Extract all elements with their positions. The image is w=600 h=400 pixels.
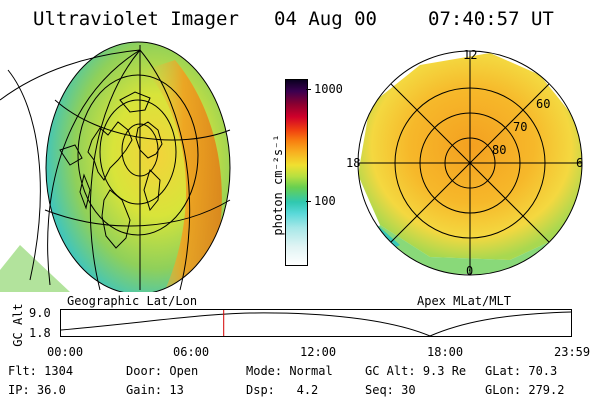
info-ip: IP: 36.0 xyxy=(8,383,66,397)
colorbar-unit-label: photon cm⁻²s⁻¹ xyxy=(271,134,285,236)
info-flt: Flt: 1304 xyxy=(8,364,74,378)
time-tick-1800: 18:00 xyxy=(427,345,464,359)
info-mode: Mode: Normal xyxy=(246,364,333,378)
mlt-label-6: 6 xyxy=(576,156,584,170)
colorbar-tick-100: 100 xyxy=(314,194,336,208)
mlt-label-12: 12 xyxy=(463,48,478,62)
geographic-image xyxy=(0,41,231,292)
mlat-mlt-grid xyxy=(357,50,583,276)
altitude-curve xyxy=(60,311,572,337)
right-panel-caption: Apex MLat/MLT xyxy=(417,294,511,308)
apex-polar-image xyxy=(357,50,583,276)
auroral-oval-emission xyxy=(358,53,582,260)
instrument-title: Ultraviolet Imager xyxy=(33,8,239,30)
info-seq: Seq: 30 xyxy=(365,383,416,397)
mlt-label-0: 0 xyxy=(466,264,474,278)
info-gc-alt: GC Alt: 9.3 Re xyxy=(365,364,467,378)
dayside-limb-emission xyxy=(145,60,222,290)
mlat-label-70: 70 xyxy=(513,120,528,134)
lat-lon-grid xyxy=(0,41,231,292)
time-label: 07:40:57 UT xyxy=(428,8,554,30)
time-tick-1200: 12:00 xyxy=(300,345,337,359)
altitude-axis-label: GC Alt xyxy=(11,303,25,347)
info-gain: Gain: 13 xyxy=(126,383,184,397)
altitude-plot xyxy=(60,309,572,337)
info-glon: GLon: 279.2 xyxy=(485,383,565,397)
time-tick-0600: 06:00 xyxy=(173,345,210,359)
alt-tick-high: 9.0 xyxy=(29,306,51,320)
alt-tick-low: 1.8 xyxy=(29,326,51,340)
info-door: Door: Open xyxy=(126,364,199,378)
info-dsp: Dsp: 4.2 xyxy=(246,383,319,397)
mlat-label-80: 80 xyxy=(492,143,507,157)
info-glat: GLat: 70.3 xyxy=(485,364,558,378)
mlat-label-60: 60 xyxy=(536,97,551,111)
mlt-label-18: 18 xyxy=(346,156,361,170)
time-tick-2359: 23:59 xyxy=(554,345,591,359)
colorbar-tick-1000: 1000 xyxy=(314,82,343,96)
date-label: 04 Aug 00 xyxy=(274,8,377,30)
colorbar xyxy=(285,79,308,266)
left-panel-caption: Geographic Lat/Lon xyxy=(67,294,198,308)
time-tick-0000: 00:00 xyxy=(47,345,84,359)
coastlines xyxy=(59,91,163,249)
